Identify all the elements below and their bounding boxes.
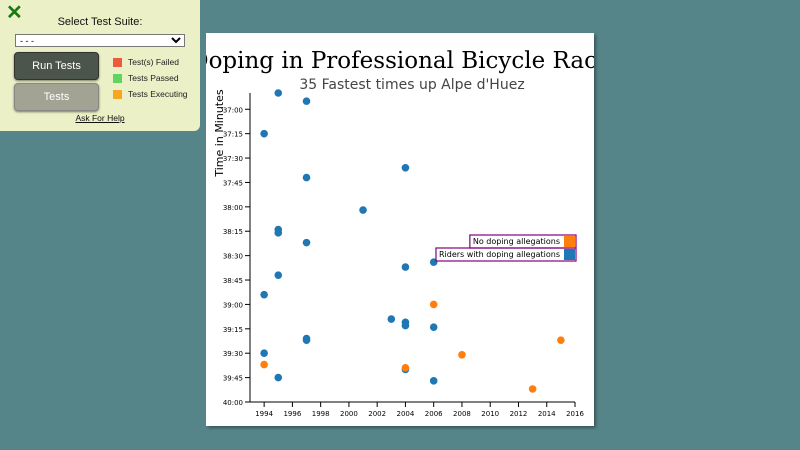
passed-swatch xyxy=(113,73,122,83)
doping-point[interactable] xyxy=(274,373,283,382)
x-tick-label: 1996 xyxy=(283,410,301,418)
doping-point[interactable] xyxy=(359,206,367,214)
executing-label: Tests Executing xyxy=(128,89,188,99)
doping-point[interactable] xyxy=(302,336,311,345)
clean-point[interactable] xyxy=(528,385,537,393)
y-tick-label: 39:30 xyxy=(223,350,243,358)
passed-label: Tests Passed xyxy=(128,73,179,83)
doping-point[interactable] xyxy=(401,321,410,330)
chart-container: Doping in Professional Bicycle Racing 35… xyxy=(206,33,594,426)
failed-swatch xyxy=(113,57,122,67)
y-tick-label: 40:00 xyxy=(223,399,243,407)
tests-button[interactable]: Tests xyxy=(14,83,99,111)
legend-doping-swatch xyxy=(564,249,575,260)
clean-point[interactable] xyxy=(458,351,466,359)
legend-box xyxy=(435,247,577,262)
executing-swatch xyxy=(113,89,122,99)
legend-clean-swatch xyxy=(564,236,575,247)
x-tick-label: 2004 xyxy=(397,410,415,418)
doping-point[interactable] xyxy=(260,129,268,138)
x-tick-label: 2002 xyxy=(368,410,386,418)
doping-point[interactable] xyxy=(260,290,268,299)
y-axis-label: Time in Minutes xyxy=(213,89,226,178)
y-tick-label: 38:45 xyxy=(223,277,243,285)
chart-subtitle: 35 Fastest times up Alpe d'Huez xyxy=(299,77,524,93)
clean-point[interactable] xyxy=(429,300,438,309)
doping-point[interactable] xyxy=(260,349,268,358)
doping-point[interactable] xyxy=(274,89,283,97)
close-icon[interactable]: ✕ xyxy=(6,2,23,24)
legend-clean-label: No doping allegations xyxy=(473,237,560,246)
y-tick-label: 37:45 xyxy=(223,179,243,187)
doping-point[interactable] xyxy=(302,97,311,105)
test-panel: ✕ Select Test Suite: - - - Run Tests Tes… xyxy=(0,0,200,131)
x-tick-label: 2012 xyxy=(510,410,528,418)
doping-point[interactable] xyxy=(274,271,283,279)
x-tick-label: 2008 xyxy=(453,410,471,418)
doping-point[interactable] xyxy=(387,315,396,323)
y-tick-label: 37:00 xyxy=(223,106,243,114)
x-tick-label: 1994 xyxy=(255,410,273,418)
y-tick-label: 38:15 xyxy=(223,228,243,236)
x-tick-label: 2010 xyxy=(481,410,499,418)
run-tests-button[interactable]: Run Tests xyxy=(14,52,99,80)
data-points xyxy=(260,89,565,393)
y-tick-label: 39:00 xyxy=(223,301,243,309)
ask-for-help-link[interactable]: Ask For Help xyxy=(75,113,125,123)
x-tick-label: 2000 xyxy=(340,410,358,418)
doping-point[interactable] xyxy=(274,229,283,237)
y-tick-label: 38:00 xyxy=(223,204,243,212)
y-tick-label: 37:15 xyxy=(223,131,243,139)
x-tick-label: 1998 xyxy=(312,410,330,418)
clean-point[interactable] xyxy=(260,360,268,369)
doping-point[interactable] xyxy=(429,323,438,331)
y-tick-label: 37:30 xyxy=(223,155,243,163)
legend-doping-label: Riders with doping allegations xyxy=(439,250,560,259)
doping-point[interactable] xyxy=(302,238,311,247)
x-tick-label: 2014 xyxy=(538,410,556,418)
suite-title: Select Test Suite: xyxy=(57,16,143,28)
doping-point[interactable] xyxy=(302,173,311,182)
failed-label: Test(s) Failed xyxy=(128,57,180,67)
y-tick-label: 39:45 xyxy=(223,375,243,383)
doping-point[interactable] xyxy=(401,164,410,172)
legend-passed: Tests Passed xyxy=(113,73,179,83)
x-tick-label: 2016 xyxy=(566,410,584,418)
test-suite-select[interactable]: - - - xyxy=(15,34,185,47)
clean-point[interactable] xyxy=(557,336,565,345)
chart-title: Doping in Professional Bicycle Racing xyxy=(206,48,594,74)
chart-legend: No doping allegations Riders with doping … xyxy=(435,234,577,262)
axes: 37:00 37:15 37:30 37:45 38:00 38:15 38:30 38:45… xyxy=(223,93,584,418)
y-tick-label: 39:15 xyxy=(223,326,243,334)
clean-point[interactable] xyxy=(401,364,410,372)
legend-failed: Test(s) Failed xyxy=(113,57,179,67)
x-tick-label: 2006 xyxy=(425,410,443,418)
doping-point[interactable] xyxy=(429,377,438,385)
y-tick-label: 38:30 xyxy=(223,253,243,261)
legend-executing: Tests Executing xyxy=(113,89,188,99)
doping-point[interactable] xyxy=(401,263,410,271)
scatter-chart: Doping in Professional Bicycle Racing 35… xyxy=(206,48,594,418)
